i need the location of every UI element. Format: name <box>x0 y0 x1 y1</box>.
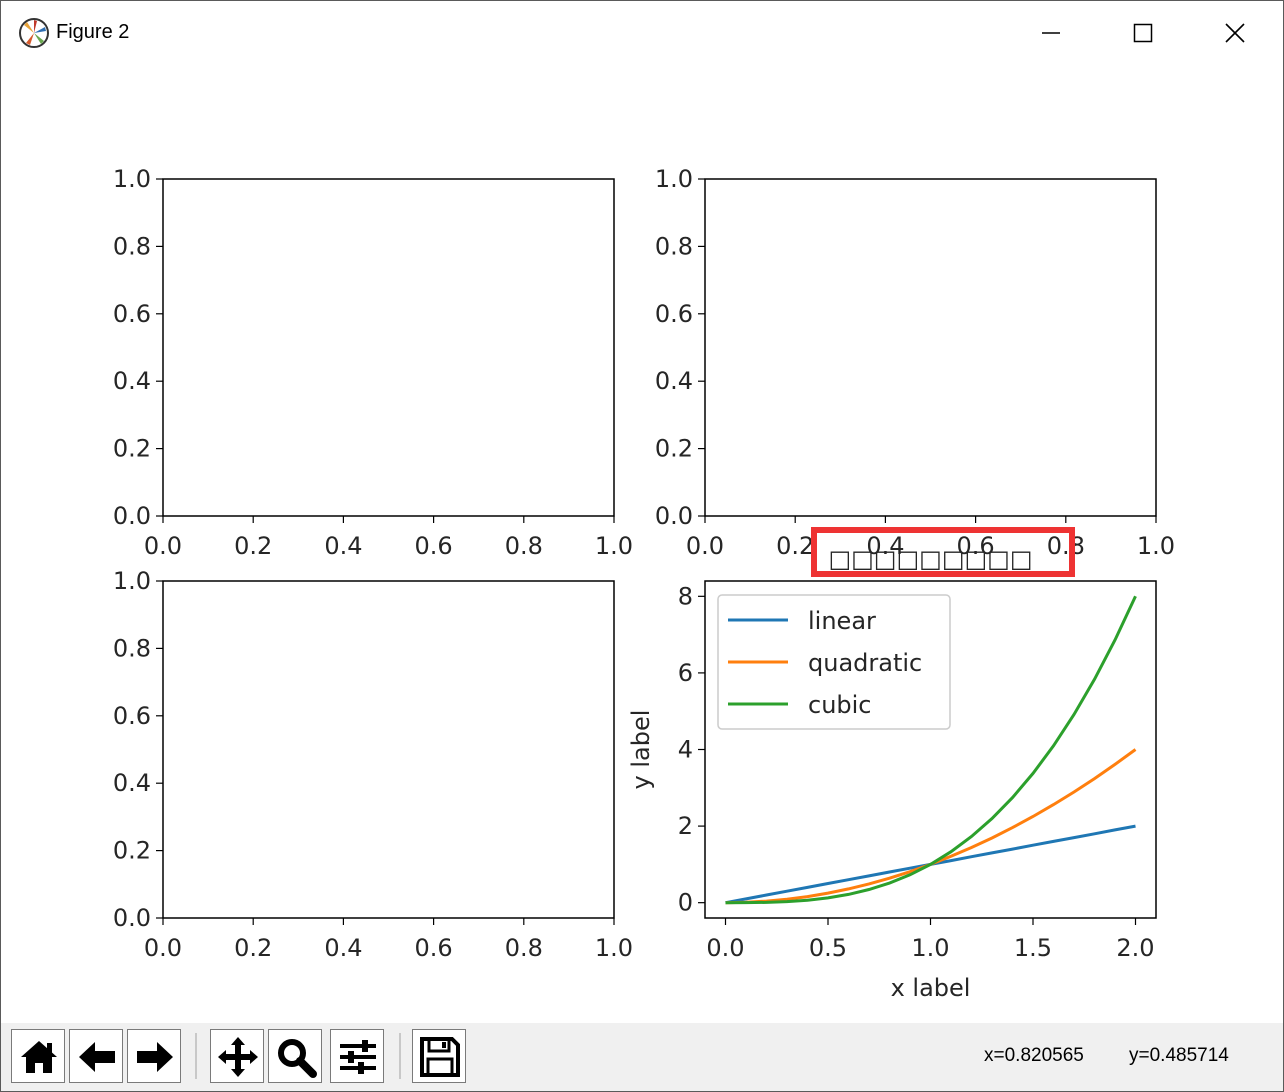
y-tick-label: 4 <box>678 736 693 764</box>
legend-label-cubic: cubic <box>808 691 872 719</box>
floppy-disk-icon <box>420 1037 460 1077</box>
toolbar-separator <box>195 1033 197 1079</box>
chart-title: □□□□□□□□□ <box>828 545 1032 573</box>
minimize-icon <box>1042 32 1060 34</box>
x-tick-label: 0.4 <box>324 934 362 962</box>
y-tick-label: 0.2 <box>113 435 151 463</box>
save-button[interactable] <box>412 1029 466 1083</box>
title-bar: Figure 2 <box>1 1 1283 65</box>
y-tick-label: 0.6 <box>655 300 693 328</box>
x-tick-label: 0.2 <box>234 532 272 560</box>
y-tick-label: 1.0 <box>655 165 693 193</box>
x-tick-label: 1.0 <box>595 532 633 560</box>
y-tick-label: 0.0 <box>655 502 693 530</box>
axes-1-frame <box>162 178 615 517</box>
pan-button[interactable] <box>210 1029 264 1083</box>
y-tick-label: 2 <box>678 812 693 840</box>
cursor-y-readout: y=0.485714 <box>1129 1045 1229 1066</box>
y-tick-label: 0.4 <box>113 367 151 395</box>
axes-1-background <box>163 179 614 516</box>
x-tick-label: 0.0 <box>686 532 724 560</box>
title-highlight-box <box>811 527 1075 577</box>
toolbar-separator <box>399 1033 401 1079</box>
x-tick-label: 2.0 <box>1116 934 1154 962</box>
maximize-button[interactable] <box>1097 1 1189 65</box>
y-tick-label: 0.0 <box>113 904 151 932</box>
y-tick-label: 0.2 <box>655 435 693 463</box>
x-tick-label: 0.8 <box>505 532 543 560</box>
minimize-button[interactable] <box>1005 1 1097 65</box>
x-tick-label: 0.0 <box>706 934 744 962</box>
axes-3-frame <box>162 580 615 919</box>
close-icon <box>1225 23 1245 43</box>
x-tick-label: 0.8 <box>1047 532 1085 560</box>
sliders-icon <box>340 1040 376 1074</box>
y-tick-label: 0.2 <box>113 837 151 865</box>
axes-2-background <box>705 179 1156 516</box>
y-tick-label: 0.4 <box>655 367 693 395</box>
x-tick-label: 0.4 <box>324 532 362 560</box>
y-tick-label: 0.8 <box>113 634 151 662</box>
arrow-left-icon <box>79 1042 115 1072</box>
legend-label-linear: linear <box>808 607 876 635</box>
zoom-button[interactable] <box>268 1029 322 1083</box>
matplotlib-logo-icon <box>19 18 49 48</box>
y-tick-label: 1.0 <box>113 165 151 193</box>
x-tick-label: 0.2 <box>234 934 272 962</box>
x-tick-label: 1.5 <box>1014 934 1052 962</box>
configure-subplots-button[interactable] <box>330 1029 384 1083</box>
y-tick-label: 0.6 <box>113 702 151 730</box>
x-tick-label: 0.0 <box>144 934 182 962</box>
cursor-x-readout: x=0.820565 <box>984 1045 1084 1066</box>
y-axis-label: y label <box>627 710 655 790</box>
y-tick-label: 0.8 <box>655 232 693 260</box>
window-title: Figure 2 <box>56 21 130 43</box>
back-button[interactable] <box>69 1029 123 1083</box>
home-icon <box>21 1041 57 1073</box>
x-tick-label: 0.6 <box>957 532 995 560</box>
x-tick-label: 1.0 <box>595 934 633 962</box>
x-tick-label: 0.6 <box>415 532 453 560</box>
y-tick-label: 0.4 <box>113 769 151 797</box>
x-tick-label: 0.2 <box>776 532 814 560</box>
x-tick-label: 0.0 <box>144 532 182 560</box>
x-axis-label: x label <box>891 974 971 1002</box>
move-icon <box>218 1037 258 1077</box>
y-tick-label: 0.8 <box>113 232 151 260</box>
y-tick-label: 0 <box>678 889 693 917</box>
forward-button[interactable] <box>127 1029 181 1083</box>
figure-canvas[interactable]: 0.0 0.2 0.4 0.6 0.8 1.00.00.20.40.60.81.00.0 0… <box>1 1 1283 1023</box>
x-tick-label: 0.4 <box>866 532 904 560</box>
x-tick-label: 1.0 <box>911 934 949 962</box>
legend-label-quadratic: quadratic <box>808 649 922 677</box>
x-tick-label: 1.0 <box>1137 532 1175 560</box>
magnifier-icon <box>278 1039 317 1078</box>
home-button[interactable] <box>11 1029 65 1083</box>
navigation-toolbar <box>1 1023 1283 1091</box>
arrow-right-icon <box>137 1042 173 1072</box>
x-tick-label: 0.5 <box>809 934 847 962</box>
x-tick-label: 0.8 <box>505 934 543 962</box>
series-line-cubic <box>725 595 1137 905</box>
y-tick-label: 0.6 <box>113 300 151 328</box>
legend-box <box>717 594 951 730</box>
y-tick-label: 8 <box>678 582 693 610</box>
x-tick-label: 0.6 <box>415 934 453 962</box>
axes-2-frame <box>704 178 1157 517</box>
y-tick-label: 6 <box>678 659 693 687</box>
axes-4-frame <box>704 580 1157 919</box>
y-tick-label: 0.0 <box>113 502 151 530</box>
y-tick-label: 1.0 <box>113 567 151 595</box>
axes-3-background <box>163 581 614 918</box>
maximize-icon <box>1133 23 1153 43</box>
close-button[interactable] <box>1189 1 1281 65</box>
